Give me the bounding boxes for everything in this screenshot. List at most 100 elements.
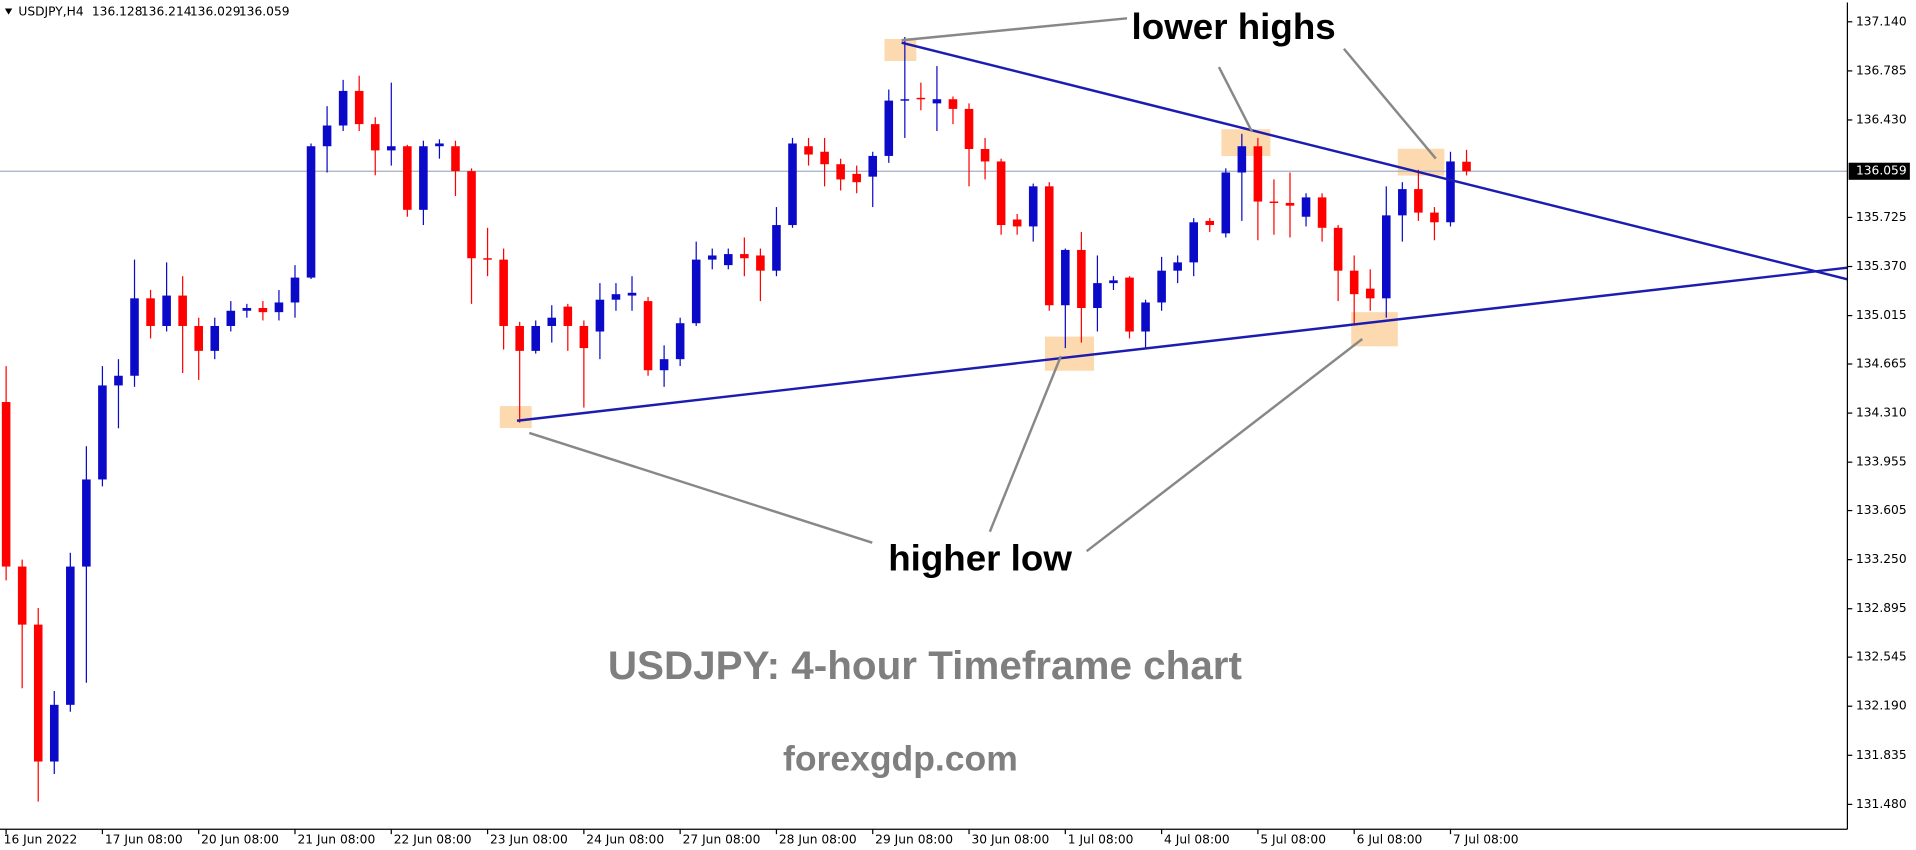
candle-body	[1221, 172, 1231, 234]
candle-body	[611, 294, 621, 300]
current-price-label: 136.059	[1856, 164, 1907, 178]
candle-body	[1269, 201, 1279, 204]
candle-body	[804, 146, 813, 155]
x-tick-label: 21 Jun 08:00	[297, 833, 375, 847]
y-tick-label: 131.835	[1856, 748, 1907, 762]
candle-body	[852, 173, 861, 183]
current-price-box	[1848, 162, 1910, 180]
y-tick-label: 131.480	[1856, 797, 1907, 811]
x-tick-label: 6 Jul 08:00	[1357, 833, 1423, 847]
candle-body	[595, 299, 605, 332]
candle-body	[419, 146, 428, 210]
highlight-box	[1044, 336, 1094, 371]
candle-body	[1, 402, 11, 567]
candle-body	[242, 308, 252, 311]
candle-body	[178, 295, 187, 326]
trendline	[901, 41, 1848, 281]
candle-body	[948, 99, 958, 109]
candle-body	[836, 164, 845, 180]
candle-body	[483, 258, 492, 260]
candle-body	[1414, 189, 1423, 213]
x-tick-label: 30 Jun 08:00	[971, 833, 1049, 847]
candle-body	[1317, 197, 1327, 228]
y-tick-label: 134.310	[1856, 406, 1907, 420]
x-tick-label: 1 Jul 08:00	[1068, 833, 1134, 847]
candle-body	[1462, 161, 1471, 172]
candle-body	[1381, 215, 1391, 299]
candle-body	[820, 151, 829, 165]
candle-body	[1301, 197, 1311, 217]
candle-body	[1333, 227, 1343, 271]
candle-body	[772, 225, 781, 271]
x-tick-label: 20 Jun 08:00	[201, 833, 279, 847]
header-low: 136.029	[190, 5, 241, 19]
candle-body	[643, 301, 653, 371]
candle-body	[338, 90, 348, 126]
y-tick-label: 135.370	[1856, 259, 1907, 273]
trendlines	[516, 17, 1848, 553]
annotation: lower highs	[1132, 6, 1336, 47]
candle-body	[403, 146, 412, 210]
candle-body	[258, 308, 268, 313]
candle-body	[659, 359, 669, 371]
candle-body	[868, 155, 878, 177]
symbol-header: USDJPY,H4	[18, 5, 83, 19]
y-tick-label: 137.140	[1856, 14, 1907, 28]
candle-body	[66, 566, 75, 705]
y-tick-label: 133.605	[1856, 503, 1907, 517]
candle-body	[1012, 219, 1022, 227]
candle-body	[1253, 146, 1263, 202]
x-tick-label: 17 Jun 08:00	[105, 833, 183, 847]
x-tick-label: 23 Jun 08:00	[490, 833, 568, 847]
candle-body	[17, 566, 27, 625]
y-tick-label: 133.250	[1856, 552, 1907, 566]
x-tick-label: 27 Jun 08:00	[683, 833, 761, 847]
candle-body	[627, 292, 637, 296]
candle-body	[49, 704, 59, 762]
candle-body	[467, 171, 476, 259]
header-high: 136.214	[141, 5, 192, 19]
candle-body	[788, 143, 797, 226]
candle-body	[226, 310, 236, 326]
x-tick-label: 5 Jul 08:00	[1260, 833, 1326, 847]
candle-body	[1044, 186, 1054, 306]
menu-icon[interactable]	[4, 8, 13, 15]
candle-body	[162, 295, 171, 326]
candle-body	[354, 90, 364, 125]
candle-body	[1349, 270, 1359, 295]
candle-body	[1285, 202, 1295, 206]
candle-body	[98, 385, 107, 480]
candle-body	[724, 254, 733, 266]
candle-body	[130, 298, 139, 376]
candle-body	[194, 325, 203, 351]
candle-body	[1028, 186, 1038, 227]
connector	[1342, 47, 1437, 160]
connector	[1217, 66, 1254, 133]
candle-body	[306, 146, 316, 278]
connector	[901, 17, 1128, 42]
y-tick-label: 136.785	[1856, 63, 1907, 77]
candle-body	[1093, 283, 1102, 309]
candle-body	[33, 624, 43, 762]
candle-body	[900, 99, 910, 101]
candle-body	[1430, 212, 1439, 223]
candle-body	[146, 298, 155, 326]
candle-body	[1189, 222, 1198, 263]
candle-body	[675, 323, 685, 360]
candle-body	[579, 325, 589, 349]
annotation: higher low	[888, 538, 1072, 579]
y-tick-label: 134.665	[1856, 357, 1907, 371]
y-tick-label: 136.430	[1856, 112, 1907, 126]
candle-body	[82, 479, 91, 567]
candle-body	[1205, 220, 1215, 226]
candle-body	[1173, 262, 1182, 271]
candle-body	[964, 108, 974, 150]
candle-body	[1077, 249, 1086, 309]
candle-body	[884, 100, 894, 156]
chart-title: USDJPY: 4-hour Timeframe chart	[608, 642, 1242, 688]
connector	[528, 431, 873, 544]
header-open: 136.128	[92, 5, 143, 19]
x-tick-label: 7 Jul 08:00	[1453, 833, 1519, 847]
x-tick-label: 16 Jun 2022	[4, 833, 78, 847]
